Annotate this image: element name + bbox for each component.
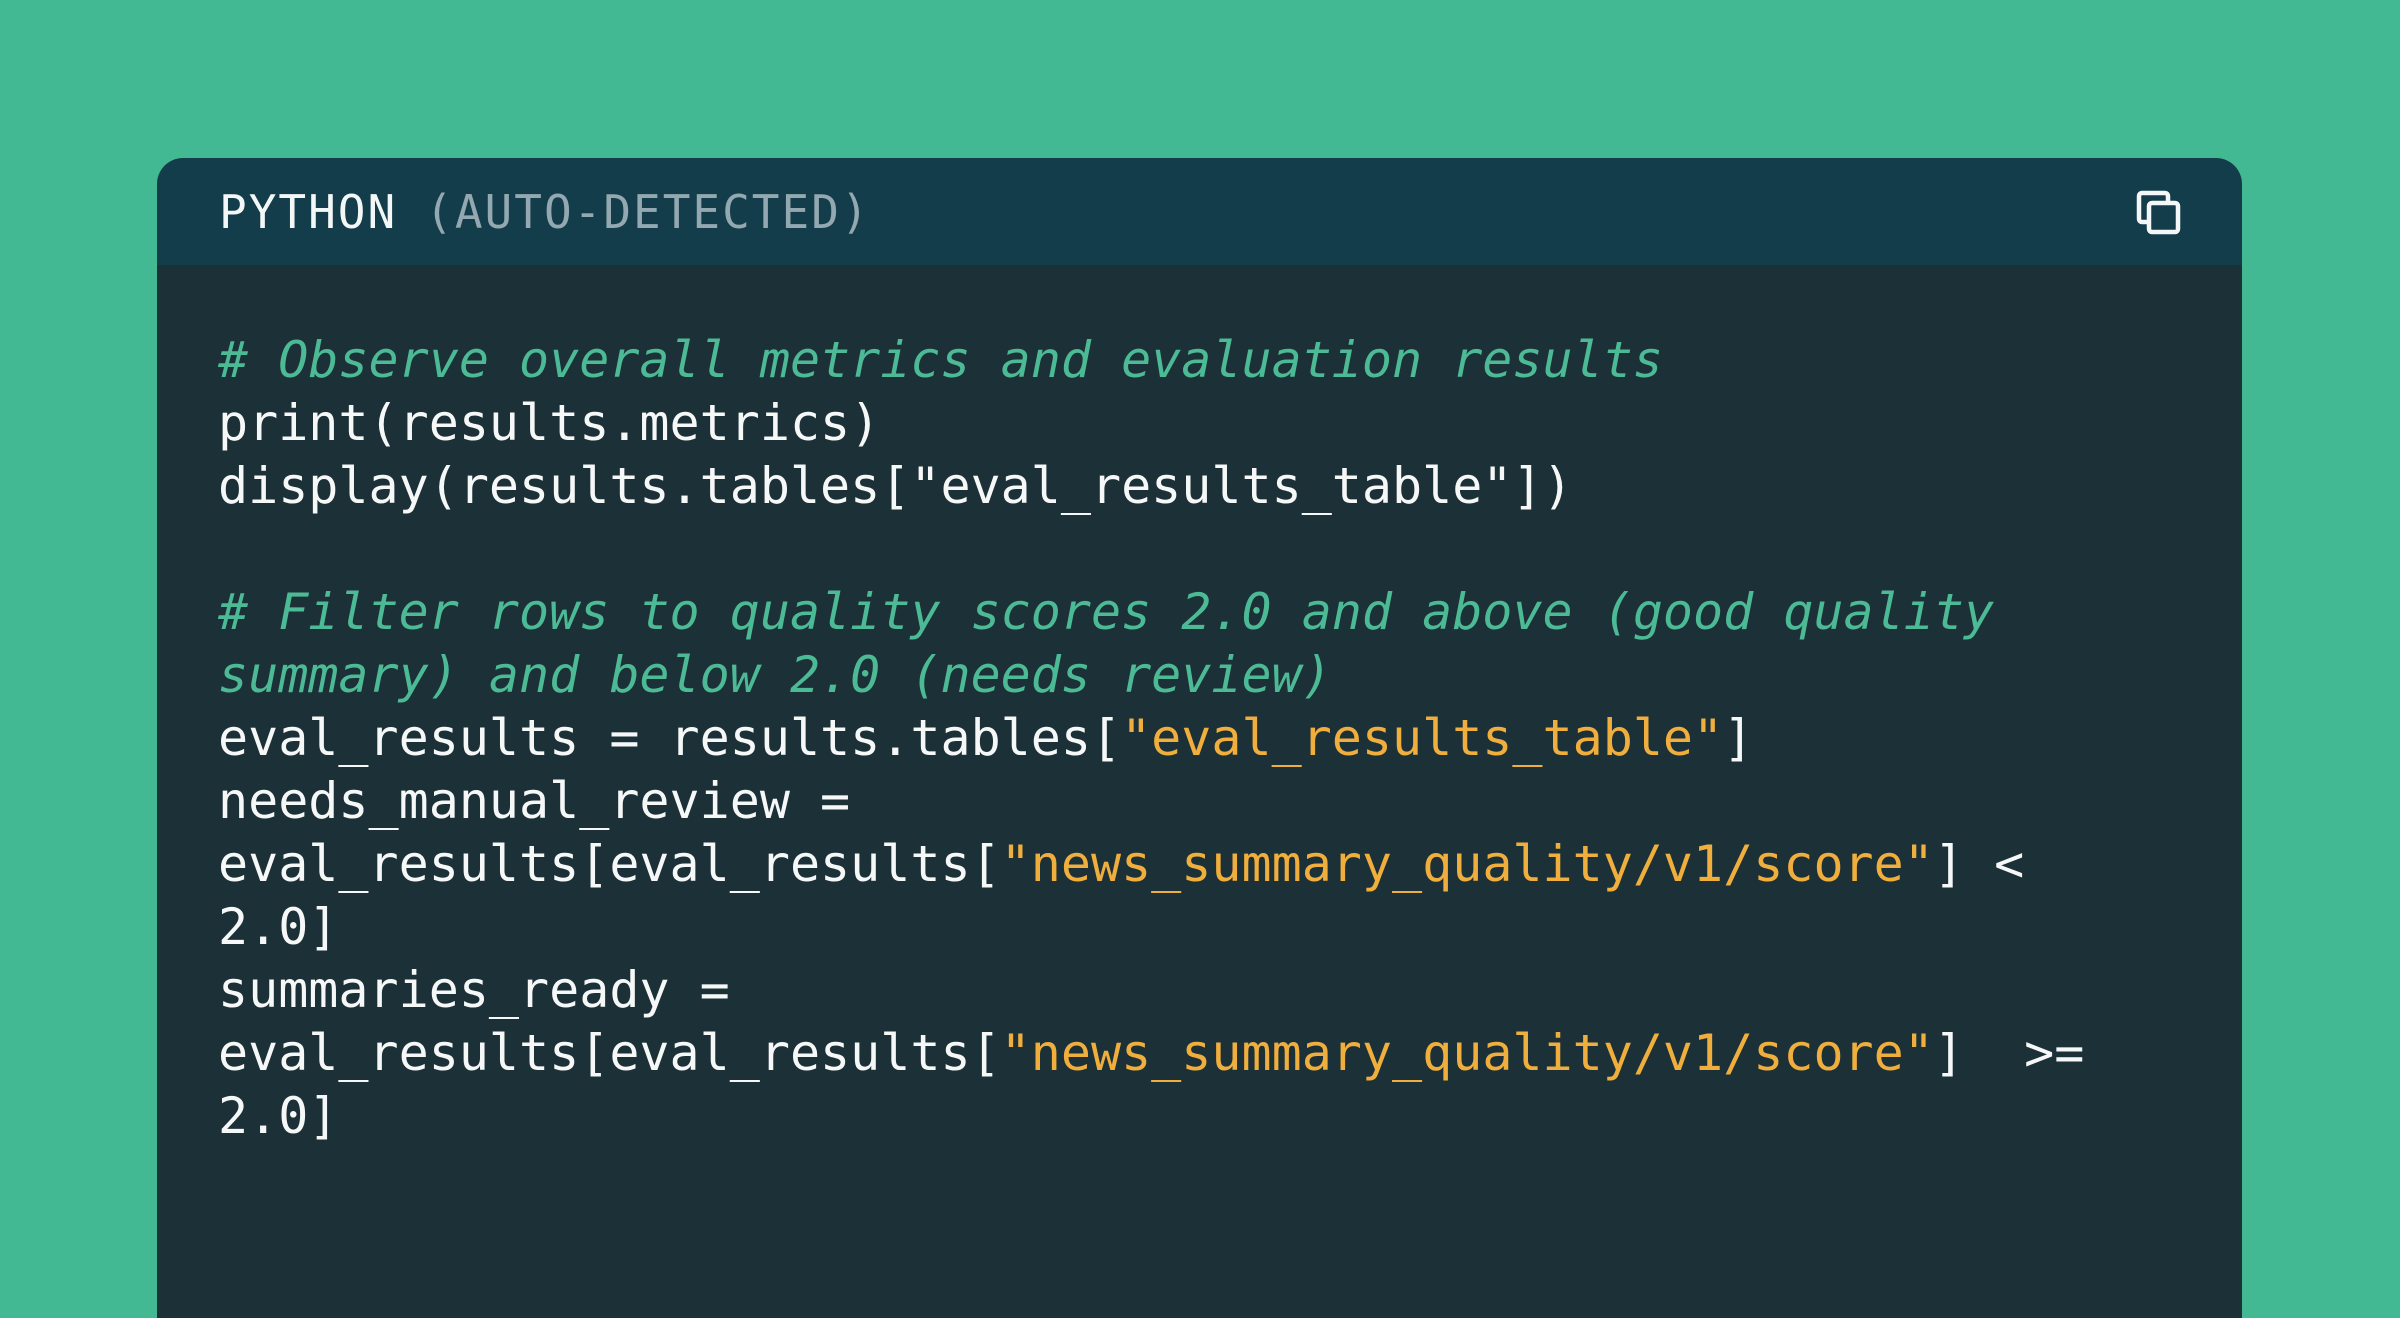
code-token-comment: # Filter rows to quality scores 2.0 and … — [218, 583, 1995, 641]
code-line: eval_results = results.tables["eval_resu… — [218, 707, 2184, 770]
code-line: summary) and below 2.0 (needs review) — [218, 644, 2184, 707]
code-token-plain: eval_results[eval_results[ — [218, 835, 1001, 893]
code-token-comment: summary) and below 2.0 (needs review) — [218, 646, 1332, 704]
code-line: 2.0] — [218, 1085, 2184, 1148]
code-token-plain: ] — [1723, 709, 1754, 767]
code-line: display(results.tables["eval_results_tab… — [218, 455, 2184, 518]
code-line: print(results.metrics) — [218, 392, 2184, 455]
code-token-string: "eval_results_table" — [1121, 709, 1724, 767]
code-token-comment: # Observe overall metrics and evaluation… — [218, 331, 1663, 389]
code-token-plain: print(results.metrics) — [218, 394, 881, 452]
code-line — [218, 518, 2184, 581]
code-line: summaries_ready = — [218, 959, 2184, 1022]
code-line: eval_results[eval_results["news_summary_… — [218, 833, 2184, 896]
code-token-plain: eval_results[eval_results[ — [218, 1024, 1001, 1082]
code-token-plain: ] >= — [1933, 1024, 2085, 1082]
code-line: # Filter rows to quality scores 2.0 and … — [218, 581, 2184, 644]
code-panel-body: # Observe overall metrics and evaluation… — [157, 265, 2242, 1318]
page-background: { "page": { "background": "#42b992" }, "… — [157, 158, 2242, 1318]
code-line: eval_results[eval_results["news_summary_… — [218, 1022, 2184, 1085]
auto-detected-label: (AUTO-DETECTED) — [425, 184, 871, 239]
copy-button[interactable] — [2132, 186, 2184, 238]
code-panel-header: PYTHON (AUTO-DETECTED) — [157, 158, 2242, 265]
code-token-plain: summaries_ready = — [218, 961, 730, 1019]
code-token-plain: eval_results = results.tables[ — [218, 709, 1122, 767]
code-line: needs_manual_review = — [218, 770, 2184, 833]
code-line: 2.0] — [218, 896, 2184, 959]
code-token-plain: ] < — [1933, 835, 2025, 893]
code-token-plain: 2.0] — [218, 898, 339, 956]
code-panel: PYTHON (AUTO-DETECTED) # Observe overall… — [157, 158, 2242, 1318]
copy-icon — [2134, 188, 2182, 236]
code-line: # Observe overall metrics and evaluation… — [218, 329, 2184, 392]
code-token-string: "news_summary_quality/v1/score" — [1000, 1024, 1934, 1082]
code-lines: # Observe overall metrics and evaluation… — [218, 329, 2184, 1148]
code-token-plain: display(results.tables["eval_results_tab… — [218, 457, 1573, 515]
code-token-string: "news_summary_quality/v1/score" — [1000, 835, 1934, 893]
code-token-plain: 2.0] — [218, 1087, 339, 1145]
language-label: PYTHON — [219, 184, 398, 239]
code-token-plain: needs_manual_review = — [218, 772, 851, 830]
